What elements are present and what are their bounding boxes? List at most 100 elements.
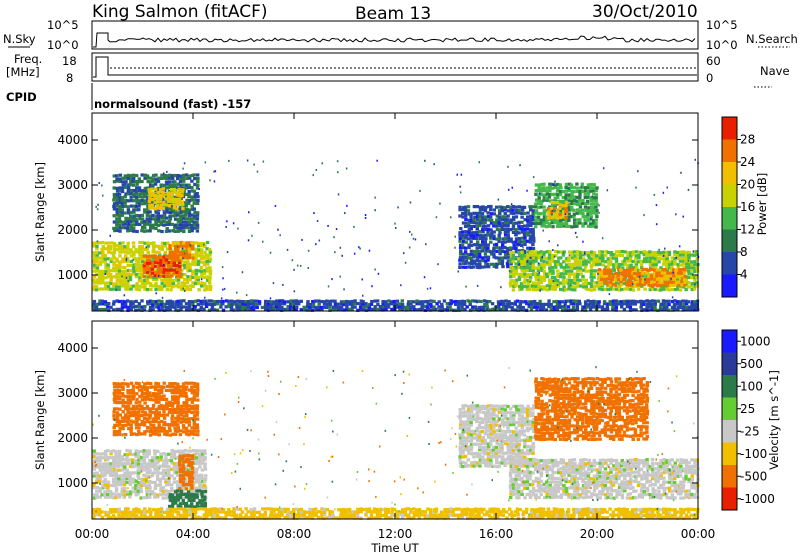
heatmap-cell — [605, 305, 609, 309]
heatmap-cell — [331, 308, 335, 312]
heatmap-cell — [589, 272, 594, 276]
heatmap-cell — [140, 308, 144, 312]
heatmap-cell — [511, 221, 516, 225]
heatmap-cell — [93, 471, 97, 475]
heatmap-cell — [143, 189, 147, 193]
heatmap-cell — [179, 404, 183, 408]
heatmap-cell — [481, 242, 485, 246]
heatmap-cell — [277, 228, 279, 231]
heatmap-cell — [583, 205, 588, 209]
heatmap-cell — [534, 266, 538, 270]
heatmap-cell — [481, 265, 485, 269]
heatmap-cell — [185, 176, 189, 180]
heatmap-cell — [159, 493, 163, 497]
heatmap-cell — [92, 241, 96, 245]
heatmap-cell — [597, 273, 601, 278]
heatmap-cell — [337, 171, 339, 174]
heatmap-cell — [411, 233, 413, 236]
heatmap-cell — [223, 287, 226, 290]
heatmap-cell — [611, 272, 616, 276]
heatmap-cell — [316, 305, 320, 309]
heatmap-cell — [503, 223, 507, 228]
heatmap-cell — [159, 188, 163, 192]
heatmap-cell — [146, 210, 150, 214]
heatmap-cell — [545, 189, 549, 193]
heatmap-cell — [589, 300, 593, 304]
heatmap-cell — [512, 274, 516, 278]
heatmap-cell — [208, 278, 212, 282]
heatmap-cell — [665, 257, 669, 261]
heatmap-cell — [152, 392, 156, 396]
heatmap-cell — [126, 394, 130, 398]
heatmap-cell — [204, 296, 206, 299]
heatmap-cell — [174, 490, 178, 494]
heatmap-cell — [137, 177, 141, 181]
heatmap-cell — [168, 183, 172, 187]
heatmap-cell — [661, 277, 665, 281]
heatmap-cell — [531, 256, 536, 260]
heatmap-cell — [567, 215, 571, 219]
heatmap-cell — [181, 492, 185, 496]
heatmap-cell — [673, 287, 678, 292]
heatmap-cell — [195, 217, 200, 221]
heatmap-cell — [470, 227, 473, 230]
heatmap-cell — [129, 419, 134, 423]
heatmap-cell — [420, 300, 424, 304]
heatmap-cell — [120, 210, 124, 214]
heatmap-cell — [274, 204, 277, 207]
heatmap-cell — [179, 250, 183, 254]
heatmap-cell — [111, 461, 115, 466]
heatmap-cell — [193, 495, 197, 499]
heatmap-cell — [140, 265, 144, 269]
heatmap-cell — [146, 176, 150, 180]
heatmap-cell — [145, 219, 150, 223]
heatmap-cell — [179, 299, 183, 303]
heatmap-cell — [573, 224, 577, 229]
heatmap-cell — [140, 198, 144, 202]
heatmap-cell — [584, 252, 586, 255]
heatmap-cell — [274, 302, 278, 306]
heatmap-cell — [513, 300, 518, 304]
heatmap-cell — [409, 201, 412, 204]
heatmap-cell — [158, 483, 162, 487]
heatmap-cell — [319, 305, 324, 309]
heatmap-cell — [534, 277, 539, 282]
heatmap-cell — [179, 410, 183, 414]
heatmap-cell — [663, 280, 667, 284]
heatmap-cell — [180, 263, 184, 267]
heatmap-cell — [547, 224, 552, 228]
heatmap-cell — [126, 259, 130, 263]
heatmap-cell — [184, 426, 189, 430]
heatmap-cell — [131, 173, 135, 177]
heatmap-cell — [205, 259, 209, 264]
heatmap-cell — [659, 305, 663, 309]
heatmap-cell — [583, 305, 587, 309]
heatmap-cell — [409, 300, 413, 304]
heatmap-cell — [101, 480, 105, 484]
heatmap-cell — [582, 268, 586, 272]
heatmap-cell — [637, 253, 641, 258]
heatmap-cell — [191, 281, 195, 285]
heatmap-cell — [122, 467, 127, 471]
heatmap-cell — [192, 493, 196, 497]
heatmap-cell — [148, 201, 152, 205]
nsky-tick-bottom: 10^0 — [47, 38, 79, 52]
heatmap-cell — [170, 305, 175, 309]
heatmap-cell — [126, 284, 130, 288]
heatmap-cell — [111, 282, 116, 286]
heatmap-cell — [138, 201, 142, 205]
heatmap-cell — [537, 262, 540, 265]
heatmap-cell — [652, 280, 656, 284]
heatmap-cell — [124, 404, 128, 409]
heatmap-cell — [167, 203, 171, 208]
heatmap-cell — [480, 249, 485, 253]
heatmap-cell — [153, 452, 157, 456]
heatmap-cell — [114, 464, 118, 468]
heatmap-cell — [197, 250, 202, 254]
heatmap-cell — [379, 307, 383, 311]
heatmap-cell — [157, 176, 161, 180]
heatmap-cell — [663, 268, 667, 272]
heatmap-cell — [192, 422, 196, 426]
heatmap-cell — [467, 230, 471, 234]
